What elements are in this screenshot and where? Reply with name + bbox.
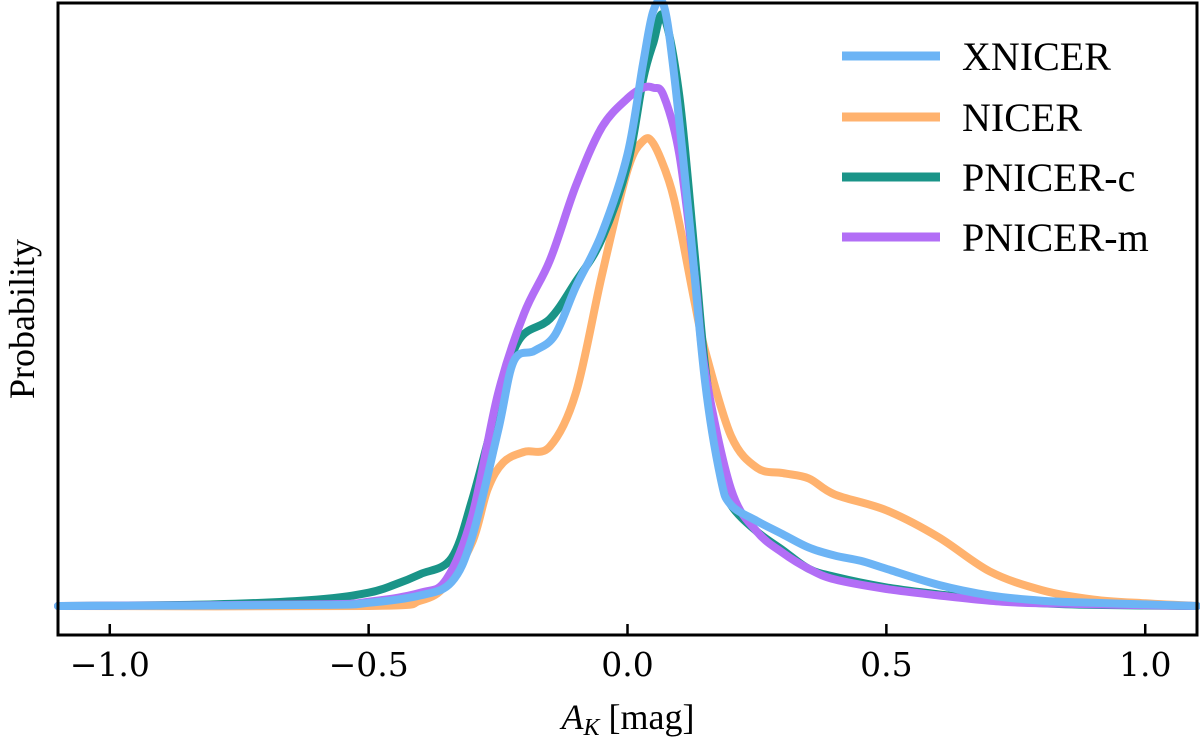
- series-line-nicer: [54, 134, 1200, 611]
- series-layer: [54, 0, 1200, 611]
- legend-item-pnicer-m: PNICER-m: [842, 215, 1149, 260]
- legend-label-nicer: NICER: [962, 95, 1082, 140]
- series-line-xnicer: [54, 0, 1200, 610]
- legend-item-xnicer: XNICER: [842, 34, 1111, 79]
- x-axis-label-symbol: A: [560, 697, 585, 737]
- x-tick-label: −0.5: [329, 645, 409, 684]
- x-tick-label: −1.0: [70, 645, 150, 684]
- legend-item-nicer: NICER: [842, 95, 1082, 140]
- y-axis-label: Probability: [2, 239, 42, 399]
- legend-item-pnicer-c: PNICER-c: [842, 155, 1135, 200]
- series-line-pnicer-m: [54, 82, 1200, 610]
- x-tick-label: 1.0: [1119, 645, 1171, 684]
- x-axis-label-subscript: K: [583, 715, 602, 741]
- x-tick-label: 0.0: [601, 645, 653, 684]
- x-axis-label-unit: [mag]: [600, 697, 695, 737]
- legend-label-xnicer: XNICER: [962, 34, 1111, 79]
- legend-label-pnicer-m: PNICER-m: [962, 215, 1149, 260]
- legend: XNICER NICER PNICER-c PNICER-m: [842, 34, 1149, 260]
- x-axis: −1.0 −0.5 0.0 0.5 1.0: [70, 624, 1171, 684]
- legend-label-pnicer-c: PNICER-c: [962, 155, 1135, 200]
- x-axis-label: AK [mag]: [560, 697, 695, 741]
- x-tick-label: 0.5: [860, 645, 912, 684]
